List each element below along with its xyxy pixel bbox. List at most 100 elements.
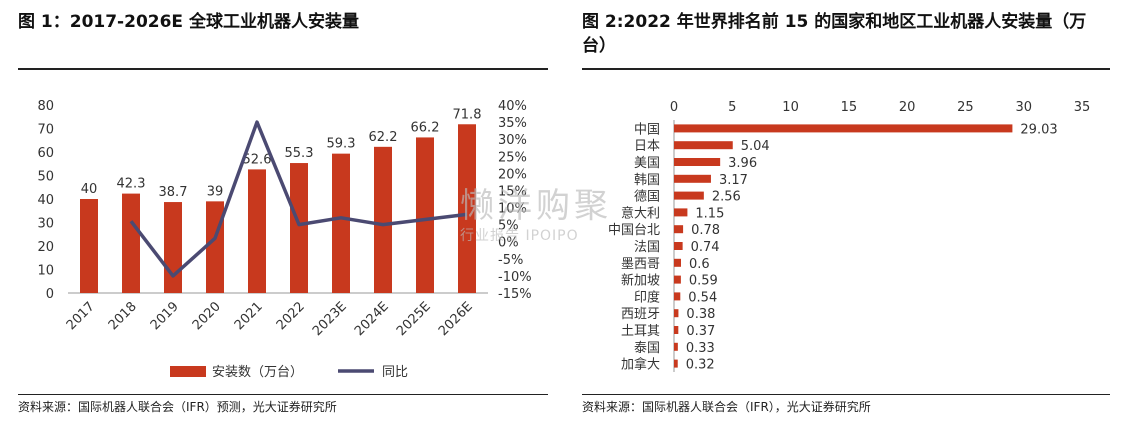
bar-value-label: 3.96	[728, 156, 757, 171]
watermark-sub-text: 行业报告 IPOIPO	[460, 228, 579, 244]
right-figure-panel: 图 2:2022 年世界排名前 15 的国家和地区工业机器人安装量（万台） 0 5…	[582, 0, 1110, 430]
country-label: 意大利	[621, 205, 660, 221]
right-axis-tick-label: 25%	[498, 150, 527, 165]
installations-bar	[458, 124, 476, 293]
x-axis-tick-label: 0	[670, 100, 678, 115]
left-axis-tick-label: 50	[37, 170, 54, 185]
right-axis-tick-label: 10%	[498, 202, 527, 217]
bar-value-label: 0.74	[691, 240, 720, 255]
bar-value-label: 71.8	[453, 107, 482, 122]
country-bar	[674, 258, 681, 267]
country-bar	[674, 174, 711, 183]
installations-bar	[416, 137, 434, 293]
right-horizontal-bar-chart: 0 5 10 15 20 25 30 35 中国 29.03 日本 5.04 美国 3.96 韩国 3.17 德…	[608, 100, 1091, 373]
country-bar	[674, 191, 704, 200]
bar-value-label: 0.78	[691, 223, 720, 238]
installations-bar	[122, 193, 140, 293]
bar-value-label: 0.54	[688, 290, 717, 305]
country-label: 土耳其	[621, 324, 660, 339]
country-bar	[674, 359, 678, 368]
legend-bar-swatch	[170, 366, 206, 377]
country-bar	[674, 342, 678, 351]
x-axis-tick-label: 25	[957, 100, 974, 115]
country-bar	[674, 326, 679, 334]
left-axis-tick-label: 70	[37, 123, 54, 138]
bar-value-label: 52.6	[243, 152, 272, 167]
right-axis-tick-label: 5%	[498, 219, 519, 234]
bar-value-label: 2.56	[712, 190, 741, 205]
right-axis-tick-label: 30%	[498, 133, 527, 148]
bar-value-label: 0.33	[686, 341, 715, 356]
x-axis-tick-label: 10	[782, 100, 799, 115]
country-label: 德国	[634, 190, 660, 205]
installations-bar	[206, 201, 224, 293]
right-source-rule	[582, 394, 1110, 395]
country-bar	[674, 292, 681, 301]
category-tick-label: 2022	[274, 299, 308, 333]
country-label: 西班牙	[621, 307, 660, 322]
left-axis-tick-label: 20	[37, 240, 54, 255]
bar-value-label: 0.59	[689, 274, 718, 289]
right-figure-title: 图 2:2022 年世界排名前 15 的国家和地区工业机器人安装量（万台）	[582, 12, 1087, 56]
category-tick-label: 2020	[190, 299, 224, 333]
bar-value-label: 42.3	[117, 177, 146, 192]
right-axis-tick-label: 35%	[498, 116, 527, 131]
country-label: 美国	[634, 156, 660, 171]
left-figure-panel: 图 1：2017-2026E 全球工业机器人安装量 0 10 20 30 40 50 60 7…	[0, 0, 548, 430]
bar-value-label: 5.04	[741, 139, 770, 154]
installations-bar	[248, 169, 266, 293]
right-source-note: 资料来源：国际机器人联合会（IFR），光大证券研究所	[582, 400, 871, 414]
watermark-main-text: 懒洋购聚	[460, 186, 612, 226]
right-title-rule	[582, 68, 1110, 70]
bar-value-label: 39	[207, 184, 224, 199]
left-axis-tick-label: 0	[46, 287, 54, 302]
bar-value-label: 38.7	[159, 185, 188, 200]
left-figure-title: 图 1：2017-2026E 全球工业机器人安装量	[18, 12, 359, 32]
left-source-note: 资料来源：国际机器人联合会（IFR）预测，光大证券研究所	[18, 400, 337, 414]
legend-bar-label: 安装数（万台）	[212, 365, 303, 380]
x-axis-tick-label: 20	[899, 100, 916, 115]
category-tick-label: 2024E	[352, 299, 392, 339]
country-bar	[674, 158, 721, 166]
watermark: 懒洋购聚 行业报告 IPOIPO	[460, 178, 612, 245]
left-axis-tick-label: 30	[37, 217, 54, 232]
bar-value-label: 0.38	[686, 307, 715, 322]
left-axis-tick-label: 60	[37, 146, 54, 161]
bar-value-label: 1.15	[695, 206, 724, 221]
right-axis-tick-label: -10%	[498, 270, 532, 285]
bar-value-label: 3.17	[719, 173, 748, 188]
bar-value-label: 62.2	[369, 130, 398, 145]
country-bar	[674, 309, 679, 318]
category-tick-label: 2018	[106, 299, 140, 333]
installations-bar	[332, 153, 350, 293]
country-label: 中国台北	[608, 223, 660, 238]
right-axis-tick-label: 20%	[498, 167, 527, 182]
bar-value-label: 66.2	[411, 120, 440, 135]
country-bar	[674, 124, 1013, 133]
country-label: 墨西哥	[621, 257, 660, 272]
left-combo-chart: 0 10 20 30 40 50 60 70 80 -15% -10% -5% 0% 5% 10% 15% 20…	[37, 99, 532, 380]
country-label: 韩国	[634, 173, 660, 188]
x-axis-tick-label: 35	[1074, 100, 1091, 115]
right-axis-tick-label: -15%	[498, 287, 532, 302]
left-axis-tick-label: 10	[37, 264, 54, 279]
category-tick-label: 2026E	[436, 299, 476, 339]
x-axis-tick-label: 30	[1015, 100, 1032, 115]
right-axis-tick-label: -5%	[498, 253, 523, 268]
right-axis-tick-label: 15%	[498, 184, 527, 199]
country-label: 印度	[634, 289, 660, 305]
bar-value-label: 59.3	[327, 137, 356, 152]
country-bar	[674, 275, 681, 284]
country-bar	[674, 242, 683, 250]
left-title-rule	[18, 68, 548, 70]
category-tick-label: 2023E	[310, 299, 350, 339]
country-label: 日本	[634, 139, 660, 154]
country-bar	[674, 208, 688, 217]
country-label: 法国	[634, 240, 660, 255]
bar-value-label: 29.03	[1020, 122, 1057, 137]
bar-value-label: 55.3	[285, 146, 314, 161]
installations-bar	[290, 163, 308, 293]
left-axis-tick-label: 40	[37, 193, 54, 208]
installations-bar	[80, 199, 98, 293]
category-tick-label: 2019	[148, 299, 182, 333]
